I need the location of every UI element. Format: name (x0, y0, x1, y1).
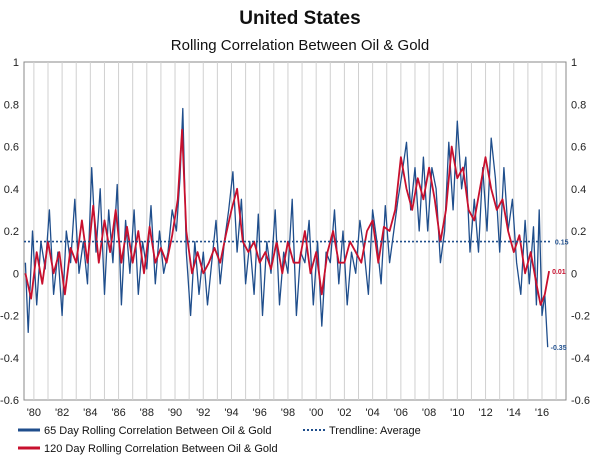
x-tick-label: '10 (450, 407, 464, 419)
x-tick-label: '82 (55, 407, 69, 419)
x-tick-label: '90 (168, 407, 182, 419)
y-tick-label-right: 1 (571, 57, 577, 69)
x-tick-label: '12 (478, 407, 492, 419)
series-line-0 (24, 107, 549, 348)
y-tick-label-right: 0.6 (571, 142, 586, 154)
legend-label-trendline: Trendline: Average (329, 425, 421, 437)
legend: 65 Day Rolling Correlation Between Oil &… (18, 425, 421, 455)
x-tick-label: '80 (27, 407, 41, 419)
series-end-label-0: -0.35 (551, 345, 567, 352)
x-tick-label: '00 (309, 407, 323, 419)
y-tick-label-right: 0.4 (571, 184, 586, 196)
x-tick-label: '04 (365, 407, 379, 419)
end-labels: -0.35 0.01 0.15 (551, 240, 569, 353)
y-tick-label-left: 0 (13, 268, 19, 280)
series-end-label-2: 0.15 (555, 240, 569, 247)
x-tick-label: '08 (422, 407, 436, 419)
y-axis-left: -0.6 -0.4 -0.2 0 0.2 0.4 0.6 0.8 1 (0, 57, 19, 407)
series-line-1 (24, 128, 550, 306)
x-tick-label: '98 (281, 407, 295, 419)
x-tick-label: '16 (535, 407, 549, 419)
y-tick-label-right: 0.8 (571, 99, 586, 111)
chart-subtitle: Rolling Correlation Between Oil & Gold (171, 37, 429, 54)
x-tick-label: '96 (253, 407, 267, 419)
y-tick-label-right: -0.6 (571, 395, 590, 407)
plot-area (23, 61, 567, 401)
y-tick-label-right: -0.4 (571, 353, 590, 365)
y-tick-label-left: 0.2 (4, 226, 19, 238)
y-axis-right: -0.6 -0.4 -0.2 0 0.2 0.4 0.6 0.8 1 (571, 57, 590, 407)
x-tick-label: '92 (196, 407, 210, 419)
x-tick-label: '02 (337, 407, 351, 419)
series (24, 107, 552, 348)
y-tick-label-left: 0.4 (4, 184, 19, 196)
y-tick-label-left: 1 (13, 57, 19, 69)
y-tick-label-left: 0.8 (4, 99, 19, 111)
x-tick-label: '86 (111, 407, 125, 419)
legend-label-65-day: 65 Day Rolling Correlation Between Oil &… (44, 425, 271, 437)
x-tick-label: '84 (83, 407, 97, 419)
y-tick-label-left: -0.2 (0, 311, 19, 323)
x-tick-label: '88 (140, 407, 154, 419)
chart-title: United States (239, 8, 360, 29)
x-tick-label: '94 (224, 407, 238, 419)
y-tick-label-left: 0.6 (4, 142, 19, 154)
x-axis: '80 '82 '84 '86 '88 '90 '92 '94 '96 '98 '00 '02 '04 '… (27, 407, 549, 419)
x-tick-label: '06 (394, 407, 408, 419)
y-tick-label-right: -0.2 (571, 311, 590, 323)
y-tick-label-left: -0.6 (0, 395, 19, 407)
y-tick-label-left: -0.4 (0, 353, 19, 365)
x-tick-label: '14 (507, 407, 521, 419)
legend-label-120-day: 120 Day Rolling Correlation Between Oil … (44, 443, 278, 455)
series-end-label-1: 0.01 (552, 269, 566, 276)
y-tick-label-right: 0.2 (571, 226, 586, 238)
y-tick-label-right: 0 (571, 268, 577, 280)
